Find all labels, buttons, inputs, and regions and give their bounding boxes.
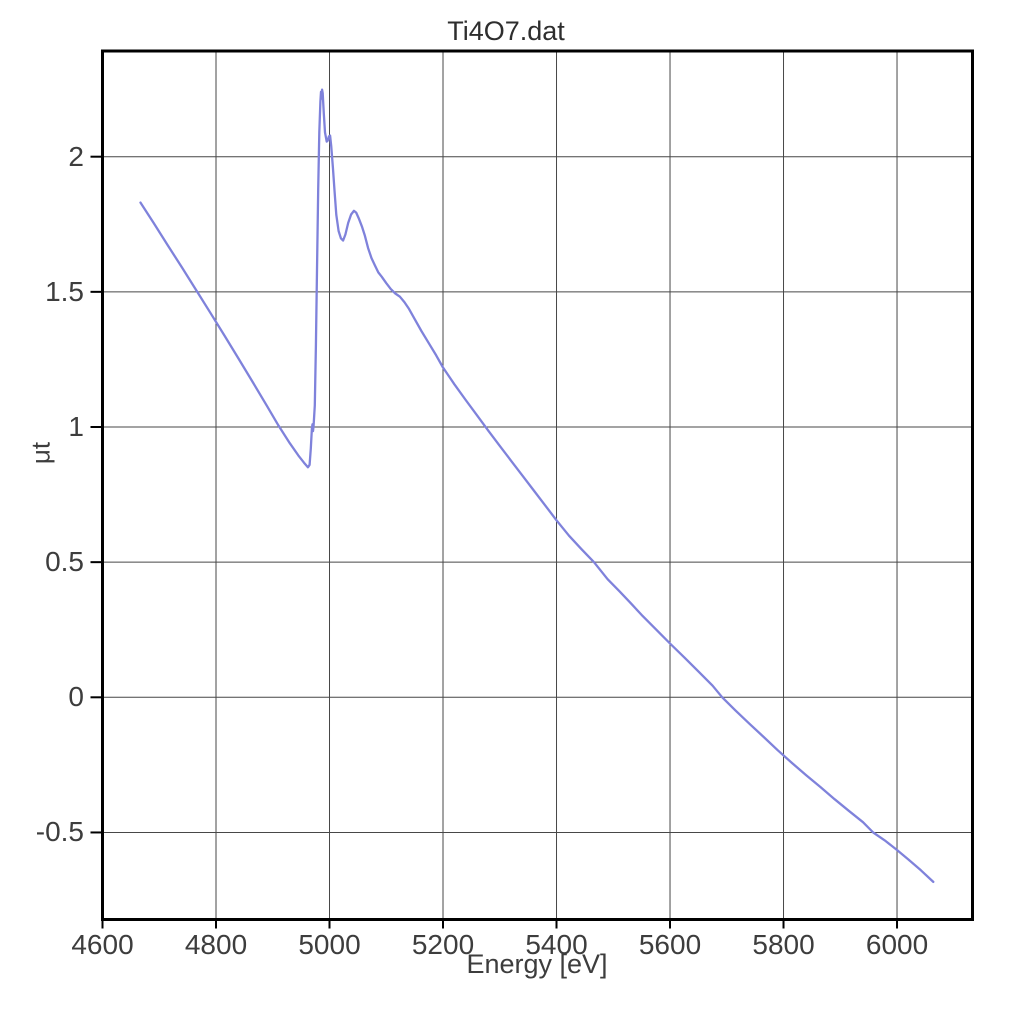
x-axis-label: Energy [eV] [466, 949, 608, 979]
y-axis-label: μt [25, 441, 56, 465]
x-tick-label: 5800 [752, 929, 815, 960]
x-tick-label: 4600 [71, 929, 134, 960]
y-tick-label: 2 [68, 140, 84, 172]
x-tick-label: 6000 [865, 929, 929, 960]
chart-title: Ti4O7.dat [447, 16, 565, 46]
data-series-line [139, 88, 935, 884]
y-tick-label: 0.5 [45, 546, 84, 578]
y-tick-label: -0.5 [35, 816, 84, 848]
x-tick-label: 4800 [184, 929, 248, 960]
x-tick-label: 5400 [525, 929, 588, 960]
x-tick-label: 5600 [638, 929, 702, 960]
x-tick-label: 5200 [411, 929, 475, 960]
y-tick-label: 1 [68, 410, 84, 442]
y-tick-label: 0 [68, 681, 84, 713]
y-tick-label: 1.5 [45, 275, 84, 307]
plot-border [101, 49, 974, 921]
x-tick-label: 5000 [298, 929, 361, 960]
